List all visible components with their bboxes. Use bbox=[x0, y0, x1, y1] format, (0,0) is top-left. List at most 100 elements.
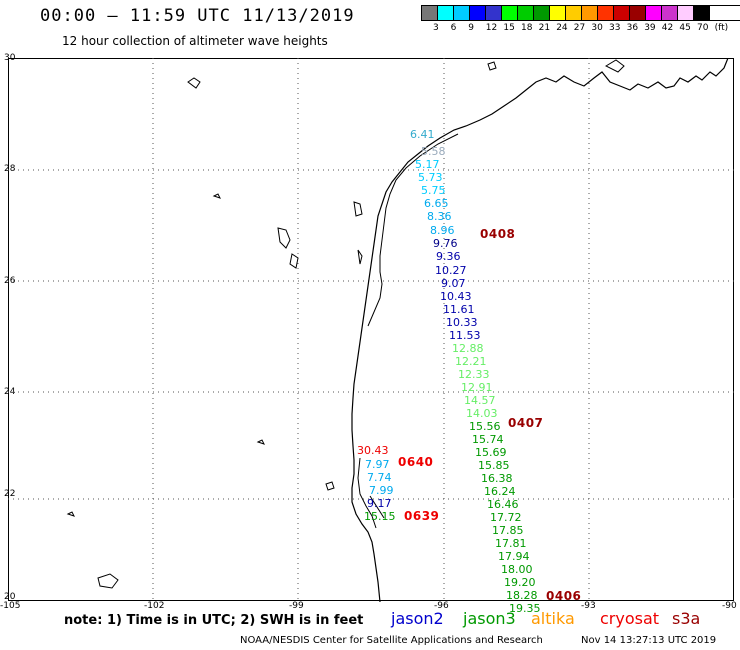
color-scale-label: 21 bbox=[538, 23, 551, 33]
color-scale-label: (ft) bbox=[714, 23, 729, 33]
swh-value: 9.17 bbox=[367, 497, 392, 510]
swh-value: 14.57 bbox=[464, 394, 496, 407]
swh-value: 16.38 bbox=[481, 472, 513, 485]
swh-value: 17.85 bbox=[492, 524, 524, 537]
color-swatch bbox=[422, 6, 438, 20]
swh-value: 7.97 bbox=[365, 458, 390, 471]
color-scale-label: 33 bbox=[609, 23, 621, 33]
color-scale-label: 70 bbox=[697, 23, 709, 33]
color-swatch bbox=[502, 6, 518, 20]
color-scale-labels: 3 6 9 12 15 18 21 24 27 30 33 36 39 42 45 70 (ft) bbox=[421, 21, 740, 35]
color-scale-swatches bbox=[421, 5, 740, 21]
swh-value: 19.35 bbox=[509, 602, 541, 615]
swh-value: 9.76 bbox=[433, 237, 458, 250]
swh-value: 8.36 bbox=[427, 210, 452, 223]
color-swatch bbox=[598, 6, 614, 20]
swh-value: 15.69 bbox=[475, 446, 507, 459]
swh-value: 6.41 bbox=[410, 128, 435, 141]
color-scale-label: 27 bbox=[573, 23, 586, 33]
swh-value: 16.24 bbox=[484, 485, 516, 498]
swh-value: 14.03 bbox=[466, 407, 498, 420]
map-frame bbox=[8, 58, 734, 601]
color-scale-label: 45 bbox=[679, 23, 691, 33]
track-line bbox=[369, 495, 385, 519]
color-scale-label: 3 bbox=[433, 23, 439, 33]
swh-value: 6.65 bbox=[424, 197, 449, 210]
swh-value: 11.53 bbox=[449, 329, 481, 342]
color-swatch bbox=[614, 6, 630, 20]
swh-value: 30.43 bbox=[357, 444, 389, 457]
swh-value: 18.00 bbox=[501, 563, 533, 576]
coastline bbox=[351, 58, 729, 602]
pass-time-label: 0640 bbox=[398, 455, 434, 469]
color-swatch bbox=[486, 6, 502, 20]
swh-value: 11.61 bbox=[443, 303, 475, 316]
color-swatch bbox=[566, 6, 582, 20]
color-scale-label: 42 bbox=[661, 23, 674, 33]
swh-value: 8.96 bbox=[430, 224, 455, 237]
satellite-legend-jason3: jason3 bbox=[463, 609, 516, 628]
swh-value: 5.73 bbox=[418, 171, 443, 184]
satellite-legend-s3a: s3a bbox=[672, 609, 701, 628]
color-swatch bbox=[534, 6, 550, 20]
color-scale-label: 18 bbox=[521, 23, 533, 33]
pass-time-label: 0406 bbox=[546, 589, 582, 603]
pass-time-label: 0639 bbox=[404, 509, 440, 523]
lon-label: -99 bbox=[289, 601, 304, 611]
swh-value: 15.15 bbox=[364, 510, 396, 523]
satellite-legend-altika: altika bbox=[531, 609, 575, 628]
lat-label: 26 bbox=[4, 276, 16, 286]
map-panel bbox=[8, 58, 734, 602]
color-scale-label: 30 bbox=[591, 23, 603, 33]
color-swatch bbox=[550, 6, 566, 20]
color-scale-label: 6 bbox=[450, 23, 457, 33]
lon-label: -102 bbox=[144, 601, 165, 611]
swh-value: 9.07 bbox=[441, 277, 466, 290]
swh-value: 9.36 bbox=[436, 250, 461, 263]
lat-label: 20 bbox=[4, 592, 16, 602]
color-swatch bbox=[646, 6, 662, 20]
swh-value: 17.81 bbox=[495, 537, 527, 550]
color-swatch bbox=[678, 6, 694, 20]
swh-value: 15.74 bbox=[472, 433, 504, 446]
lat-label: 22 bbox=[4, 489, 16, 499]
swh-value: 10.33 bbox=[446, 316, 478, 329]
color-swatch bbox=[662, 6, 678, 20]
lon-label: -105 bbox=[0, 601, 21, 611]
swh-value: 16.46 bbox=[487, 498, 519, 511]
color-swatch bbox=[518, 6, 534, 20]
swh-value: 17.94 bbox=[498, 550, 530, 563]
inland-lakes bbox=[66, 59, 625, 589]
map-title: 00:00 – 11:59 UTC 11/13/2019 bbox=[40, 6, 355, 26]
swh-value: 10.43 bbox=[440, 290, 472, 303]
swh-value: 7.74 bbox=[367, 471, 392, 484]
swh-value: 5.17 bbox=[415, 158, 440, 171]
swh-value: 5.58 bbox=[421, 145, 446, 158]
color-scale-label: 12 bbox=[485, 23, 498, 33]
generated-timestamp: Nov 14 13:27:13 UTC 2019 bbox=[581, 635, 717, 646]
pass-time-label: 0407 bbox=[508, 416, 544, 430]
swh-value: 12.33 bbox=[458, 368, 490, 381]
color-scale-label: 24 bbox=[556, 23, 568, 33]
satellite-legend-cryosat: cryosat bbox=[600, 609, 660, 628]
swh-value: 15.56 bbox=[469, 420, 501, 433]
swh-value: 7.99 bbox=[369, 484, 394, 497]
wave-height-color-scale: 3 6 9 12 15 18 21 24 27 30 33 36 39 42 45 70 (ft) bbox=[421, 5, 740, 35]
swh-value: 18.28 bbox=[506, 589, 538, 602]
color-swatch bbox=[582, 6, 598, 20]
color-swatch bbox=[454, 6, 470, 20]
credit-line: NOAA/NESDIS Center for Satellite Applica… bbox=[240, 635, 543, 646]
swh-value: 12.21 bbox=[455, 355, 487, 368]
footer-note: note: 1) Time is in UTC; 2) SWH is in fe… bbox=[64, 613, 364, 628]
swh-value: 12.91 bbox=[461, 381, 493, 394]
color-swatch bbox=[630, 6, 646, 20]
swh-value: 19.20 bbox=[504, 576, 536, 589]
map-subtitle: 12 hour collection of altimeter wave hei… bbox=[62, 34, 328, 48]
swh-value: 12.88 bbox=[452, 342, 484, 355]
swh-value: 10.27 bbox=[435, 264, 467, 277]
swh-value: 17.72 bbox=[490, 511, 522, 524]
swh-value: 15.85 bbox=[478, 459, 510, 472]
color-scale-label: 15 bbox=[503, 23, 515, 33]
pass-time-label: 0408 bbox=[480, 227, 516, 241]
swh-value: 5.75 bbox=[421, 184, 446, 197]
